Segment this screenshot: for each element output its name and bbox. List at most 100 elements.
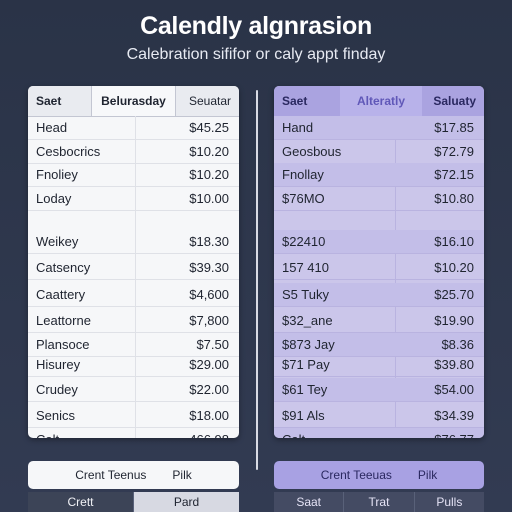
- row-name: S5 Tuky: [282, 287, 329, 302]
- row-value: $45.25: [189, 120, 229, 135]
- table-row[interactable]: Head $45.25: [28, 116, 239, 140]
- left-column-header-1[interactable]: Saet: [28, 86, 92, 116]
- column-divider: [135, 116, 136, 438]
- right-table: Saet Alteratly Saluaty Hand $17.85 Geosbou…: [274, 86, 484, 438]
- row-value: $39.30: [189, 260, 229, 275]
- row-value: $7,800: [189, 313, 229, 328]
- table-row[interactable]: Geosbous $72.79: [274, 140, 484, 164]
- left-column-header-2[interactable]: Belurasday: [92, 86, 176, 116]
- table-row[interactable]: Plansoce $7.50: [28, 333, 239, 357]
- footer-left-label: Crent Teenus: [75, 468, 147, 482]
- footer-left-action[interactable]: Pilk: [172, 468, 192, 482]
- tabs-right: Saat Trat Pulls: [274, 492, 484, 512]
- row-name: Head: [36, 120, 68, 135]
- row-name: $22410: [282, 234, 326, 249]
- row-value: $10.80: [434, 191, 474, 206]
- table-row[interactable]: $76MO $10.80: [274, 187, 484, 211]
- footer-left[interactable]: Crent Teenus Pilk: [28, 461, 239, 489]
- row-value: $10.20: [189, 167, 229, 182]
- table-row[interactable]: Hand $17.85: [274, 116, 484, 140]
- row-value: $8.36: [441, 337, 474, 352]
- row-name: Leattorne: [36, 313, 91, 328]
- row-name: Crudey: [36, 382, 78, 397]
- row-name: Caattery: [36, 287, 86, 302]
- right-column-header-3[interactable]: Saluaty: [433, 94, 476, 108]
- left-table: Saet Belurasday Seuatar Head $45.25 Cesboc…: [28, 86, 239, 438]
- table-row[interactable]: Calt466.98: [28, 428, 239, 438]
- row-value: $18.30: [189, 234, 229, 249]
- tabs-left: Crett Pard: [28, 492, 239, 512]
- table-row[interactable]: Senics $18.00: [28, 404, 239, 428]
- table-row[interactable]: Caattery $4,600: [28, 283, 239, 307]
- table-row[interactable]: Leattorne $7,800: [28, 309, 239, 333]
- row-value: $18.00: [189, 408, 229, 423]
- table-row[interactable]: $873 Jay $8.36: [274, 333, 484, 357]
- footer-right-action[interactable]: Pilk: [417, 468, 438, 482]
- row-name: $873 Jay: [282, 337, 335, 352]
- tab-right-3[interactable]: Pulls: [413, 492, 484, 512]
- left-table-header: Saet Belurasday Seuatar: [28, 86, 239, 117]
- row-name: Hisurey: [36, 357, 81, 372]
- table-row[interactable]: $71 Pay $39.80: [274, 353, 484, 377]
- row-value: $72.15: [434, 167, 474, 182]
- page-title: Calendly algnrasion: [140, 12, 372, 40]
- table-row[interactable]: Fnoliey $10.20: [28, 163, 239, 187]
- row-name: $76MO: [282, 191, 325, 206]
- table-row[interactable]: $61 Tey $54.00: [274, 378, 484, 402]
- row-name: $71 Pay: [282, 357, 330, 372]
- right-table-header: Saet Alteratly Saluaty: [274, 86, 484, 117]
- table-row[interactable]: Loday $10.00: [28, 187, 239, 211]
- row-name: Plansoce: [36, 337, 90, 352]
- column-divider: [395, 116, 396, 438]
- table-row[interactable]: Fnollay $72.15: [274, 163, 484, 187]
- row-value: $29.00: [189, 357, 229, 372]
- row-value: $19.90: [434, 313, 474, 328]
- right-column-header-2[interactable]: Alteratly: [340, 86, 422, 116]
- tab-left-2[interactable]: Pard: [133, 492, 239, 512]
- row-name: Calt: [28, 432, 189, 438]
- table-row[interactable]: Catsency $39.30: [28, 256, 239, 280]
- tab-left-1[interactable]: Crett: [28, 492, 133, 512]
- table-row[interactable]: Hisurey $29.00: [28, 353, 239, 377]
- row-name: $61 Tey: [282, 382, 328, 397]
- tab-right-2[interactable]: Trat: [343, 492, 414, 512]
- row-value: $25.70: [434, 287, 474, 302]
- page-subtitle: Calebration sififor or caly appt finday: [126, 46, 386, 63]
- row-value: $22.00: [189, 382, 229, 397]
- table-row[interactable]: Crudey $22.00: [28, 378, 239, 402]
- table-row[interactable]: $22410 $16.10: [274, 230, 484, 254]
- row-value: $7.50: [196, 337, 229, 352]
- row-name: $32_ane: [282, 313, 333, 328]
- table-row[interactable]: S5 Tuky $25.70: [274, 283, 484, 307]
- row-value: $16.10: [434, 234, 474, 249]
- table-row[interactable]: $32_ane $19.90: [274, 309, 484, 333]
- row-name: Loday: [36, 191, 72, 206]
- footer-right[interactable]: Crent Teeuas Pilk: [274, 461, 484, 489]
- right-column-header-1[interactable]: Saet: [282, 94, 308, 108]
- row-name: Weikey: [36, 234, 79, 249]
- row-value: $10.20: [189, 144, 229, 159]
- row-value: $34.39: [434, 408, 474, 423]
- row-name: Hand: [282, 120, 314, 135]
- row-value: $72.79: [434, 144, 474, 159]
- row-name: Fnollay: [282, 167, 324, 182]
- row-name: Catsency: [36, 260, 91, 275]
- row-name: Cesbocrics: [36, 144, 101, 159]
- row-value: $17.85: [434, 120, 474, 135]
- row-value: 466.98: [189, 432, 239, 438]
- row-value: $39.80: [434, 357, 474, 372]
- row-value: $10.00: [189, 191, 229, 206]
- table-row[interactable]: Cesbocrics $10.20: [28, 140, 239, 164]
- row-value: $54.00: [434, 382, 474, 397]
- row-value: $4,600: [189, 287, 229, 302]
- table-row[interactable]: Weikey $18.30: [28, 230, 239, 254]
- table-row[interactable]: 157 410 $10.20: [274, 256, 484, 280]
- row-value: $76.77: [434, 432, 484, 438]
- row-name: $91 Als: [282, 408, 325, 423]
- tab-right-1[interactable]: Saat: [274, 492, 344, 512]
- table-row[interactable]: $91 Als $34.39: [274, 404, 484, 428]
- left-column-header-3[interactable]: Seuatar: [188, 94, 231, 108]
- table-row[interactable]: Calt$76.77: [274, 428, 484, 438]
- row-name: Fnoliey: [36, 167, 78, 182]
- row-name: Senics: [36, 408, 76, 423]
